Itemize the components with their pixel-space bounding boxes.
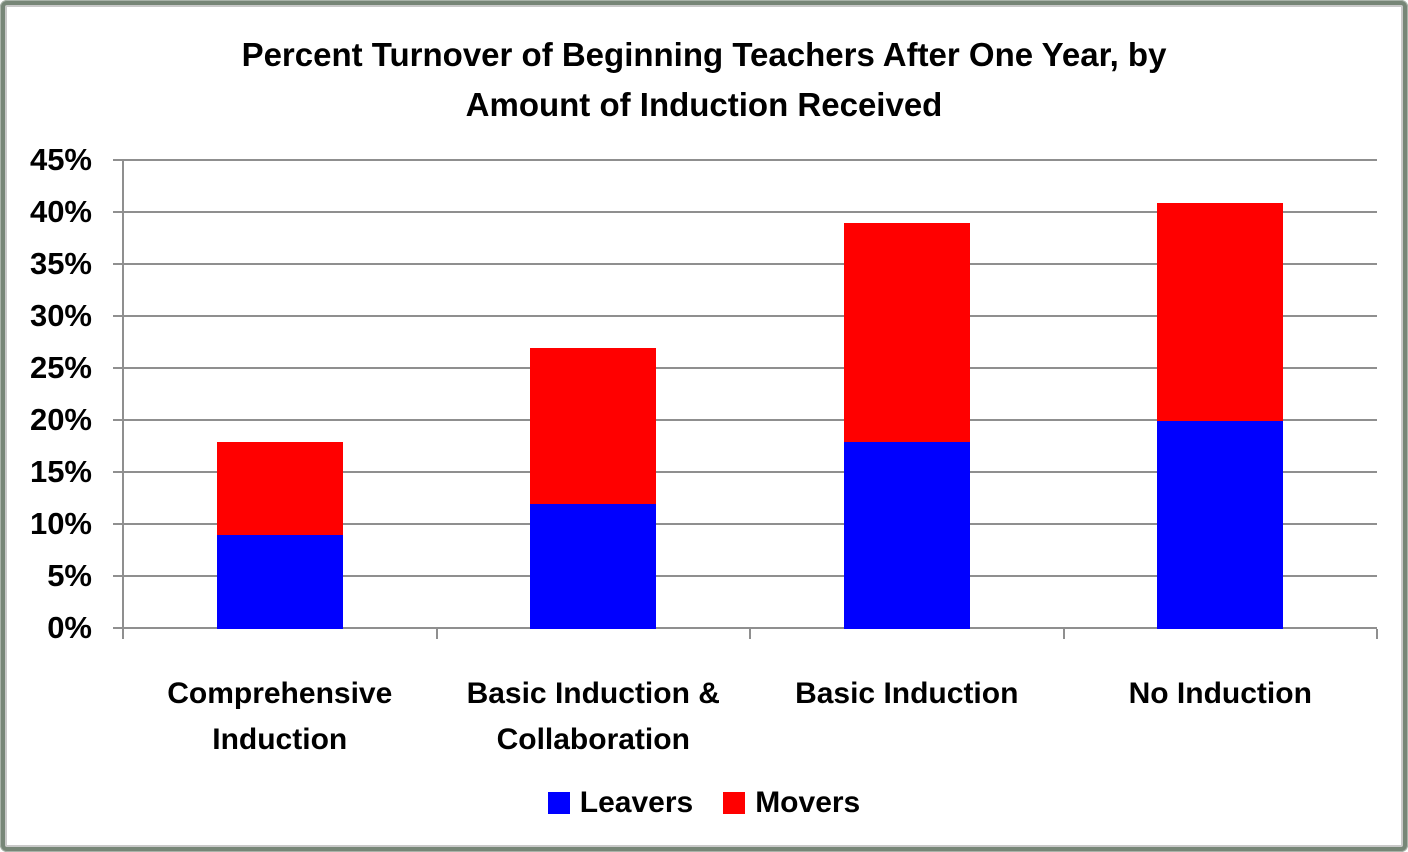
y-axis-label-35: 35% xyxy=(29,246,92,281)
x-axis-tick-1 xyxy=(435,629,438,639)
gridline-0 xyxy=(123,627,1377,629)
bar-segment-leavers-basic-induction xyxy=(843,441,970,629)
y-axis-label-20: 20% xyxy=(29,402,92,437)
legend-swatch-movers xyxy=(723,792,746,814)
y-axis-tick-45 xyxy=(113,159,123,161)
x-axis-label-no-induction: No Induction xyxy=(1128,677,1312,710)
x-axis-tick-4 xyxy=(1376,629,1378,639)
y-axis-label-25: 25% xyxy=(29,350,92,385)
x-axis-label-basic-induction-collaboration: Basic Induction & Collaboration xyxy=(466,677,720,756)
y-axis-tick-15 xyxy=(113,471,123,473)
bar-segment-movers-basic-induction-collaboration xyxy=(530,348,657,505)
gridline-5 xyxy=(123,575,1377,577)
bar-segment-movers-basic-induction xyxy=(843,223,970,442)
y-axis-label-45: 45% xyxy=(29,142,92,177)
y-axis-tick-5 xyxy=(113,575,123,577)
legend-label-movers: Movers xyxy=(755,786,861,819)
gridline-45 xyxy=(123,159,1377,161)
gridline-30 xyxy=(123,315,1377,317)
legend: Leavers Movers xyxy=(0,786,1408,820)
legend-swatch-leavers xyxy=(547,792,570,814)
y-axis-line xyxy=(122,161,124,639)
y-axis-tick-20 xyxy=(113,419,123,421)
y-axis-tick-10 xyxy=(113,523,123,525)
y-axis-tick-25 xyxy=(113,367,123,369)
bar-segment-leavers-no-induction xyxy=(1157,421,1284,629)
legend-item-leavers: Leavers xyxy=(547,786,694,820)
y-axis-label-30: 30% xyxy=(29,298,92,333)
chart-title: Percent Turnover of Beginning Teachers A… xyxy=(241,36,1167,123)
x-axis-tick-2 xyxy=(749,629,751,639)
legend-item-movers: Movers xyxy=(723,786,860,820)
bar-segment-leavers-comprehensive-induction xyxy=(216,535,343,629)
bar-segment-movers-comprehensive-induction xyxy=(216,441,343,536)
gridline-25 xyxy=(123,367,1377,369)
y-axis-label-0: 0% xyxy=(47,610,92,645)
bar-segment-leavers-basic-induction-collaboration xyxy=(530,504,657,629)
gridline-35 xyxy=(123,263,1377,265)
y-axis-tick-30 xyxy=(113,315,123,317)
y-axis-label-15: 15% xyxy=(29,454,92,489)
gridline-10 xyxy=(123,523,1377,525)
y-axis-tick-40 xyxy=(113,211,123,213)
bar-segment-movers-no-induction xyxy=(1157,202,1284,421)
legend-label-leavers: Leavers xyxy=(579,786,694,819)
gridline-20 xyxy=(123,419,1377,421)
x-axis-tick-3 xyxy=(1062,629,1065,639)
y-axis-tick-0 xyxy=(113,627,123,629)
x-axis-label-comprehensive-induction: Comprehensive Induction xyxy=(167,677,393,756)
y-axis-label-5: 5% xyxy=(47,558,92,593)
y-axis-tick-35 xyxy=(113,263,123,265)
y-axis-label-40: 40% xyxy=(29,194,92,229)
y-axis-label-10: 10% xyxy=(29,506,92,541)
gridline-40 xyxy=(123,211,1377,213)
gridline-15 xyxy=(123,471,1377,473)
x-axis-label-basic-induction: Basic Induction xyxy=(795,677,1019,710)
